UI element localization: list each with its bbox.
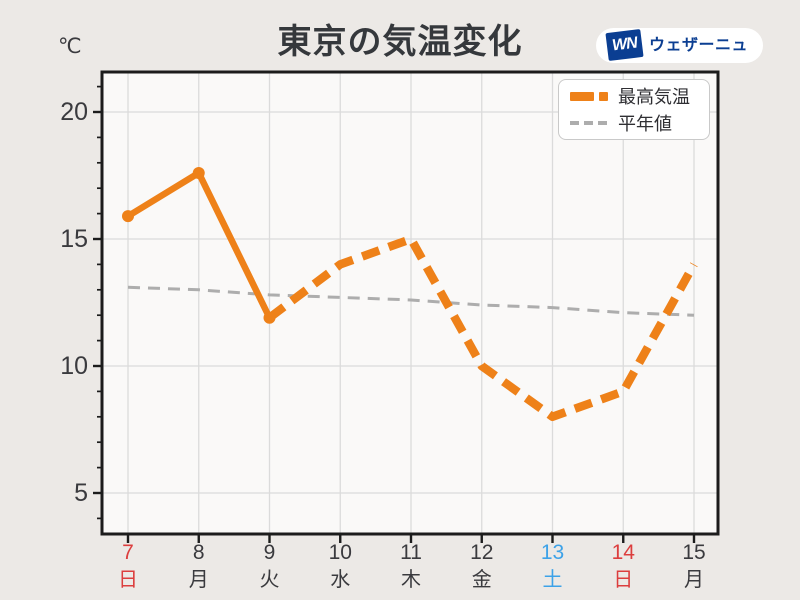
chart-legend: 最高気温 平年値 [558,79,710,140]
x-tick-label: 13 土 [540,541,565,591]
y-axis-unit-label: ℃ [58,35,82,58]
x-tick-label: 14 日 [611,541,635,591]
normal-dashed-line-swatch [570,121,608,125]
chart-title: 東京の気温変化 [277,23,523,61]
x-tick-label: 12 金 [470,541,494,591]
x-tick-label: 15 月 [682,541,706,591]
max-temp-dashed-line-swatch [570,91,608,101]
y-tick-label: 5 [74,479,88,507]
legend-label-max-temp: 最高気温 [618,87,690,107]
x-tick-label: 10 水 [328,541,352,591]
legend-item-normal: 平年値 [559,110,709,136]
legend-label-normal: 平年値 [618,114,672,134]
y-tick-label: 20 [60,98,88,126]
x-tick-label: 11 木 [400,541,422,591]
y-tick-label: 15 [60,225,88,253]
y-tick-label: 10 [60,352,88,380]
legend-item-max-temp: 最高気温 [559,83,709,109]
